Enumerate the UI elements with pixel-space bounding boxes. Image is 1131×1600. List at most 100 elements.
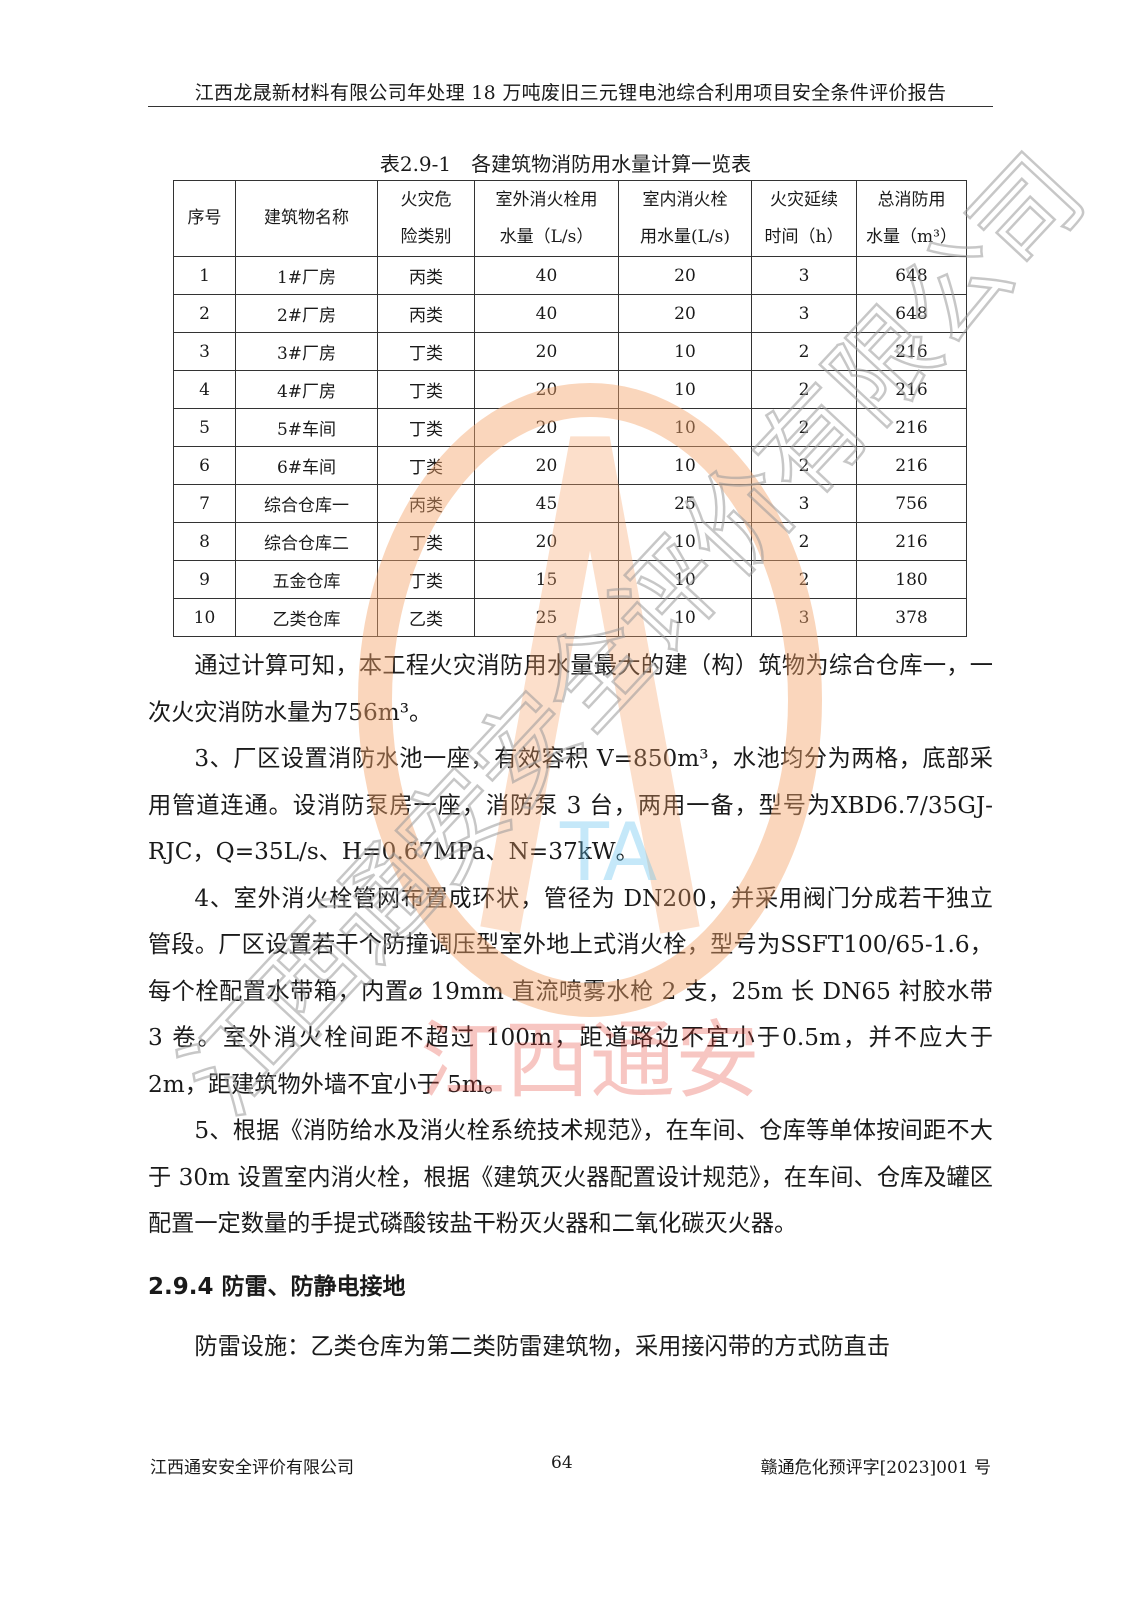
table-cell: 3#厂房 <box>235 332 378 371</box>
paragraph: 4、室外消火栓管网布置成环状，管径为 DN200，并采用阀门分成若干独立管段。厂… <box>148 884 993 1098</box>
table-cell: 丁类 <box>377 408 475 447</box>
table-cell: 4#厂房 <box>235 370 378 409</box>
table-cell: 216 <box>856 446 967 485</box>
table-cell: 1#厂房 <box>235 256 378 295</box>
table-cell: 3 <box>751 294 857 333</box>
table-cell: 丁类 <box>377 560 475 599</box>
table-row: 10 乙类仓库 乙类 25 10 3 378 <box>173 598 967 637</box>
table-cell: 20 <box>618 256 752 295</box>
table-cell: 丙类 <box>377 256 475 295</box>
table-cell: 3 <box>751 598 857 637</box>
table-cell: 2 <box>751 408 857 447</box>
table-cell: 综合仓库一 <box>235 484 378 523</box>
column-header: 总消防用水量（m³） <box>856 180 967 257</box>
section-heading: 2.9.4 防雷、防静电接地 <box>148 1273 406 1300</box>
paragraph: 防雷设施：乙类仓库为第二类防雷建筑物，采用接闪带的方式防直击 <box>194 1333 891 1360</box>
column-header-line: 室外消火栓用 <box>495 189 598 210</box>
table-cell: 45 <box>474 484 619 523</box>
table-cell: 9 <box>173 560 236 599</box>
page-number: 64 <box>551 1453 573 1473</box>
table-cell: 10 <box>618 370 752 409</box>
table-cell: 216 <box>856 522 967 561</box>
table-cell: 丁类 <box>377 522 475 561</box>
table-cell: 180 <box>856 560 967 599</box>
column-header-line: 总消防用 <box>877 189 946 210</box>
table-row: 2 2#厂房 丙类 40 20 3 648 <box>173 294 967 333</box>
table-cell: 20 <box>474 408 619 447</box>
table-cell: 6 <box>173 446 236 485</box>
table-cell: 20 <box>474 332 619 371</box>
table-cell: 6#车间 <box>235 446 378 485</box>
paragraph: 通过计算可知，本工程火灾消防用水量最大的建（构）筑物为综合仓库一，一次火灾消防水… <box>148 652 993 726</box>
table-cell: 5#车间 <box>235 408 378 447</box>
table-cell: 20 <box>474 446 619 485</box>
table-cell: 2 <box>751 370 857 409</box>
table-row: 8 综合仓库二 丁类 20 10 2 216 <box>173 522 967 561</box>
table-cell: 2 <box>751 522 857 561</box>
table-cell: 20 <box>474 370 619 409</box>
table-header-row: 序号 建筑物名称 火灾危 险类别 室外消火栓用 水量（L/s） 室内消火栓 用水量(L/s) 火… <box>173 180 967 257</box>
table-cell: 378 <box>856 598 967 637</box>
paragraph: 5、根据《消防给水及消火栓系统技术规范》，在车间、仓库等单体按间距不大于 30m… <box>148 1117 993 1237</box>
table-cell: 2#厂房 <box>235 294 378 333</box>
column-header: 序号 <box>173 180 236 257</box>
table-cell: 2 <box>751 446 857 485</box>
table-cell: 3 <box>751 484 857 523</box>
header-divider <box>148 106 993 107</box>
table-cell: 2 <box>751 332 857 371</box>
table-cell: 2 <box>173 294 236 333</box>
table-row: 4 4#厂房 丁类 20 10 2 216 <box>173 370 967 409</box>
table-cell: 10 <box>173 598 236 637</box>
table-cell: 乙类仓库 <box>235 598 378 637</box>
table-cell: 20 <box>618 294 752 333</box>
table-cell: 25 <box>618 484 752 523</box>
table-cell: 10 <box>618 408 752 447</box>
table-cell: 40 <box>474 294 619 333</box>
column-header-line: 序号 <box>187 208 222 228</box>
column-header-line: 火灾危 <box>400 189 452 210</box>
column-header-line: 时间（h） <box>764 226 844 247</box>
column-header: 建筑物名称 <box>235 180 378 257</box>
table-row: 6 6#车间 丁类 20 10 2 216 <box>173 446 967 485</box>
table-cell: 1 <box>173 256 236 295</box>
table-cell: 2 <box>751 560 857 599</box>
table-cell: 10 <box>618 598 752 637</box>
table-cell: 8 <box>173 522 236 561</box>
table-cell: 10 <box>618 560 752 599</box>
column-header-line: 建筑物名称 <box>264 208 349 228</box>
table-row: 7 综合仓库一 丙类 45 25 3 756 <box>173 484 967 523</box>
table-cell: 丙类 <box>377 484 475 523</box>
column-header-line: 水量（m³） <box>866 226 957 247</box>
table-cell: 3 <box>173 332 236 371</box>
table-cell: 10 <box>618 522 752 561</box>
table-cell: 丁类 <box>377 446 475 485</box>
table-cell: 丁类 <box>377 370 475 409</box>
table-cell: 丁类 <box>377 332 475 371</box>
table-row: 3 3#厂房 丁类 20 10 2 216 <box>173 332 967 371</box>
column-header-line: 险类别 <box>400 226 452 247</box>
table-cell: 648 <box>856 256 967 295</box>
column-header: 火灾危 险类别 <box>377 180 475 257</box>
column-header: 室外消火栓用 水量（L/s） <box>474 180 619 257</box>
column-header-line: 用水量(L/s) <box>639 226 730 247</box>
column-header-line: 火灾延续 <box>770 189 838 210</box>
paragraph: 3、厂区设置消防水池一座，有效容积 V=850m³，水池均分为两格，底部采用管道… <box>148 745 993 865</box>
table-cell: 综合仓库二 <box>235 522 378 561</box>
table-cell: 5 <box>173 408 236 447</box>
table-cell: 7 <box>173 484 236 523</box>
table-cell: 216 <box>856 332 967 371</box>
table-cell: 丙类 <box>377 294 475 333</box>
table-row: 1 1#厂房 丙类 40 20 3 648 <box>173 256 967 295</box>
table-cell: 五金仓库 <box>235 560 378 599</box>
table-cell: 乙类 <box>377 598 475 637</box>
table-cell: 40 <box>474 256 619 295</box>
column-header-line: 水量（L/s） <box>499 226 594 247</box>
table-caption: 表2.9-1 各建筑物消防用水量计算一览表 <box>379 152 752 176</box>
table-row: 5 5#车间 丁类 20 10 2 216 <box>173 408 967 447</box>
column-header: 火灾延续时间（h） <box>751 180 857 257</box>
table-cell: 4 <box>173 370 236 409</box>
table-cell: 20 <box>474 522 619 561</box>
table-cell: 10 <box>618 446 752 485</box>
table-cell: 25 <box>474 598 619 637</box>
column-header-line: 室内消火栓 <box>642 189 728 210</box>
